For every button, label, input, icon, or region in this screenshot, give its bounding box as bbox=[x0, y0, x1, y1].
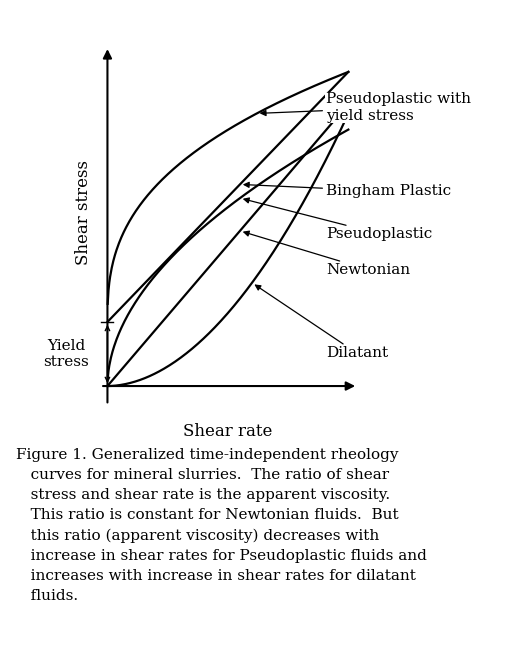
Text: Shear rate: Shear rate bbox=[183, 423, 272, 440]
Text: Pseudoplastic: Pseudoplastic bbox=[244, 198, 432, 241]
Text: Yield
stress: Yield stress bbox=[43, 339, 90, 369]
Text: Newtonian: Newtonian bbox=[244, 231, 410, 277]
Text: Pseudoplastic with
yield stress: Pseudoplastic with yield stress bbox=[261, 92, 471, 123]
Text: Bingham Plastic: Bingham Plastic bbox=[244, 183, 451, 199]
Text: Dilatant: Dilatant bbox=[255, 285, 388, 361]
Text: Figure 1. Generalized time-independent rheology
   curves for mineral slurries. : Figure 1. Generalized time-independent r… bbox=[16, 448, 427, 603]
Text: Shear stress: Shear stress bbox=[75, 161, 92, 266]
